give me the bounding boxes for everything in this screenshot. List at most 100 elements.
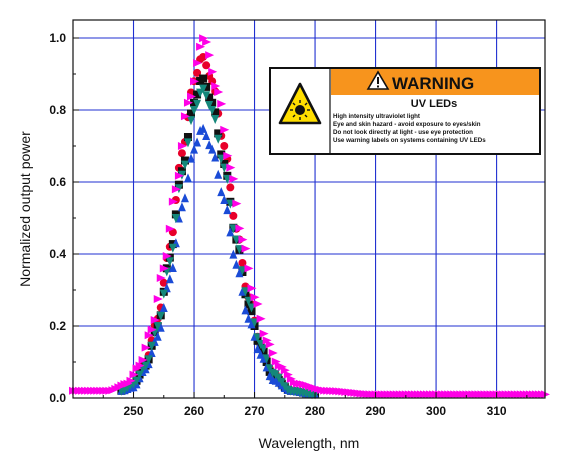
data-point	[180, 112, 190, 121]
data-point	[168, 197, 178, 206]
data-point	[229, 249, 238, 259]
y-tick-label: 0.0	[49, 391, 66, 405]
x-tick-label: 300	[426, 404, 446, 418]
data-point	[214, 169, 223, 179]
data-point	[162, 252, 172, 261]
data-point	[174, 171, 184, 180]
data-point	[159, 289, 168, 299]
warning-line-3: Do not look directly at light - use eye …	[333, 129, 473, 136]
data-point	[235, 224, 245, 233]
data-point	[253, 333, 262, 343]
data-point	[190, 106, 199, 115]
data-point	[259, 344, 268, 354]
data-point	[280, 366, 290, 375]
data-point	[168, 243, 177, 253]
data-point	[141, 361, 150, 371]
data-point	[223, 205, 232, 215]
y-tick-label: 0.8	[49, 103, 66, 117]
data-point	[229, 224, 238, 234]
data-point	[220, 125, 230, 134]
plot-area-frame	[72, 19, 546, 399]
data-point	[265, 340, 275, 349]
data-point	[247, 284, 257, 293]
data-point	[183, 138, 192, 148]
x-tick-label: 290	[366, 404, 386, 418]
data-point	[183, 133, 192, 141]
data-point	[271, 357, 281, 366]
data-point	[187, 153, 195, 163]
data-point	[217, 154, 226, 164]
data-point	[226, 163, 236, 172]
data-point	[141, 343, 151, 352]
data-point	[190, 144, 199, 154]
data-point	[159, 303, 168, 312]
x-tick-label: 270	[245, 404, 265, 418]
data-point	[165, 224, 175, 233]
data-point	[126, 376, 136, 385]
data-point	[132, 376, 141, 386]
data-point	[147, 325, 157, 334]
data-point	[159, 264, 169, 273]
data-point	[220, 195, 229, 204]
data-point	[208, 67, 218, 76]
y-axis-ticks: 0.0 0.2 0.4 0.6 0.8 1.0	[49, 31, 79, 405]
data-point	[235, 245, 244, 255]
data-point	[247, 303, 256, 313]
warning-triangle-icon	[366, 70, 390, 90]
data-point	[241, 287, 250, 297]
data-point	[193, 68, 202, 77]
series-4	[117, 84, 320, 400]
data-point	[190, 77, 200, 86]
data-point	[229, 174, 239, 183]
data-point	[262, 354, 271, 364]
data-point	[168, 262, 177, 272]
data-point	[226, 183, 235, 192]
y-tick-label: 0.2	[49, 319, 66, 333]
data-point	[256, 314, 266, 323]
data-point	[250, 318, 259, 328]
data-point	[253, 344, 262, 354]
data-point	[165, 257, 174, 267]
data-point	[232, 235, 241, 245]
data-point	[208, 144, 217, 154]
data-point	[202, 130, 211, 140]
x-tick-label: 260	[184, 404, 204, 418]
data-point	[171, 185, 181, 194]
x-tick-label: 310	[487, 404, 507, 418]
data-point	[208, 77, 217, 86]
data-point	[244, 264, 254, 273]
warning-line-1: High intensity ultraviolet light	[333, 113, 420, 120]
data-point	[147, 348, 156, 357]
data-point	[183, 173, 192, 183]
data-point	[205, 100, 214, 110]
data-point	[129, 370, 139, 379]
data-point	[214, 88, 224, 96]
x-tick-label: 280	[305, 404, 325, 418]
data-point	[138, 355, 148, 364]
data-point	[211, 152, 220, 162]
data-point	[202, 38, 212, 46]
warning-line-2: Eye and skin hazard - avoid exposure to …	[333, 121, 481, 128]
data-point	[238, 266, 247, 276]
x-axis-ticks: 250 260 270 280 290 300 310	[102, 392, 528, 418]
y-tick-label: 1.0	[49, 31, 66, 45]
data-point	[193, 137, 202, 147]
data-point	[214, 129, 223, 138]
data-point	[147, 341, 156, 351]
data-point	[199, 34, 209, 43]
data-point	[238, 235, 248, 244]
data-point	[177, 202, 186, 212]
radiation-hazard-icon	[278, 82, 322, 125]
data-point	[153, 295, 163, 303]
data-point	[241, 305, 250, 315]
data-point	[241, 244, 251, 253]
data-point	[205, 140, 214, 150]
data-point	[199, 52, 208, 61]
data-point	[229, 211, 238, 220]
data-point	[205, 51, 215, 60]
data-point	[208, 106, 217, 115]
data-point	[199, 123, 208, 133]
data-point	[187, 116, 195, 126]
y-tick-label: 0.4	[49, 247, 66, 261]
data-point	[187, 109, 195, 118]
